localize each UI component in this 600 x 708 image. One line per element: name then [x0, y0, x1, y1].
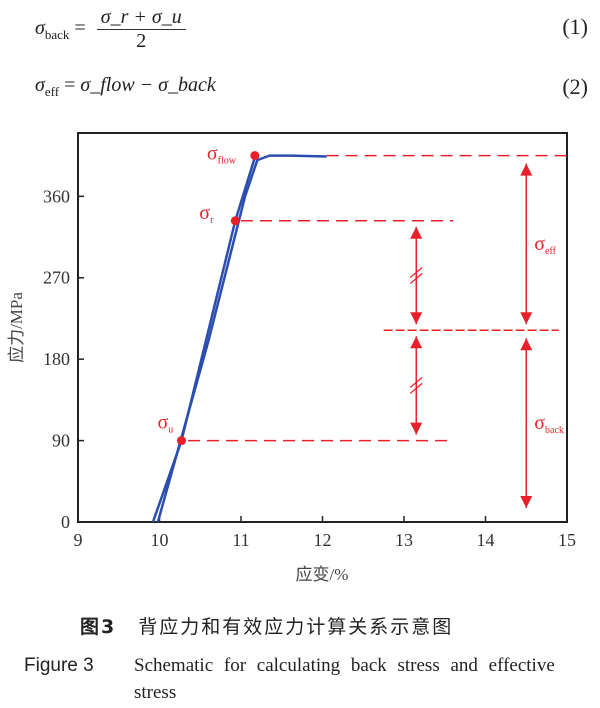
y-tick-label: 0 [61, 512, 70, 532]
mid-u-arrow-up-head [410, 336, 423, 349]
equation-1: σback = σ_r + σ_u 2 [35, 6, 186, 53]
plot-frame [77, 132, 568, 523]
break-mark [409, 267, 423, 278]
curve-unloading [151, 157, 257, 523]
eq1-lhs-sub: back [44, 27, 70, 43]
point-label-flow: σflow [207, 143, 237, 167]
y-tick-label: 90 [52, 431, 70, 451]
curve-loading [156, 154, 327, 523]
caption-en: Figure 3 Schematic for calculating back s… [24, 652, 584, 706]
caption-en-label: Figure 3 [24, 655, 94, 676]
r-mid-arrow-down-head [410, 312, 423, 325]
eq2-lhs-sub: eff [44, 84, 60, 99]
eq1-lhs: σ [35, 17, 45, 40]
y-tick-label: 180 [43, 349, 70, 369]
mid-u-arrow-down-head [410, 422, 423, 435]
x-axis-label: 应变/% [296, 565, 349, 584]
annotation-back-arrow-down-head [520, 496, 533, 508]
point-u [177, 436, 187, 446]
eq1-fraction: σ_r + σ_u 2 [96, 6, 186, 53]
point-r [230, 216, 240, 226]
annotation-eff-arrow-down-head [520, 312, 533, 325]
caption-cn-text: 背应力和有效应力计算关系示意图 [138, 616, 454, 638]
annotation-label-back: σback [534, 412, 564, 436]
eq2-lhs: σ [35, 74, 45, 96]
point-label-u: σu [158, 412, 174, 436]
x-tick-label: 10 [151, 530, 169, 550]
point-label-r: σr [199, 202, 214, 226]
annotation-eff-arrow-up-head [520, 163, 533, 176]
y-tick-label: 270 [43, 268, 70, 288]
point-flow [250, 151, 260, 161]
x-tick-label: 9 [74, 530, 83, 550]
break-mark [409, 376, 423, 388]
annotation-back-arrow-up-head [520, 338, 533, 351]
r-mid-arrow-up-head [410, 226, 423, 239]
caption-cn-label: 图3 [80, 616, 117, 638]
eq1-op: = [74, 17, 86, 40]
y-tick-label: 360 [43, 186, 70, 206]
eq2-op: = [64, 74, 76, 96]
x-tick-label: 13 [395, 530, 413, 550]
x-tick-label: 12 [314, 530, 332, 550]
eq2-rhs: σ_flow − σ_back [80, 74, 216, 96]
annotation-label-eff: σeff [534, 233, 556, 257]
x-tick-label: 11 [232, 530, 249, 550]
equation-1-number: (1) [562, 14, 588, 39]
eq1-denominator: 2 [136, 30, 147, 52]
caption-cn: 图3 背应力和有效应力计算关系示意图 [80, 612, 453, 639]
equation-2-number: (2) [562, 74, 588, 99]
caption-en-text: Schematic for calculating back stress an… [134, 655, 555, 703]
eq1-numerator: σ_r + σ_u [96, 6, 186, 30]
break-mark [409, 273, 423, 284]
x-tick-label: 15 [558, 530, 576, 550]
y-axis-label: 应力/MPa [7, 292, 26, 363]
x-tick-label: 14 [477, 530, 495, 550]
break-mark [409, 382, 423, 394]
stress-strain-chart: 9 10 11 12 13 14 15 0 90 180 270 360 应变/% 应力/MPa σeff σ… [7, 132, 576, 584]
equation-2: σeff = σ_flow − σ_back [35, 74, 216, 100]
